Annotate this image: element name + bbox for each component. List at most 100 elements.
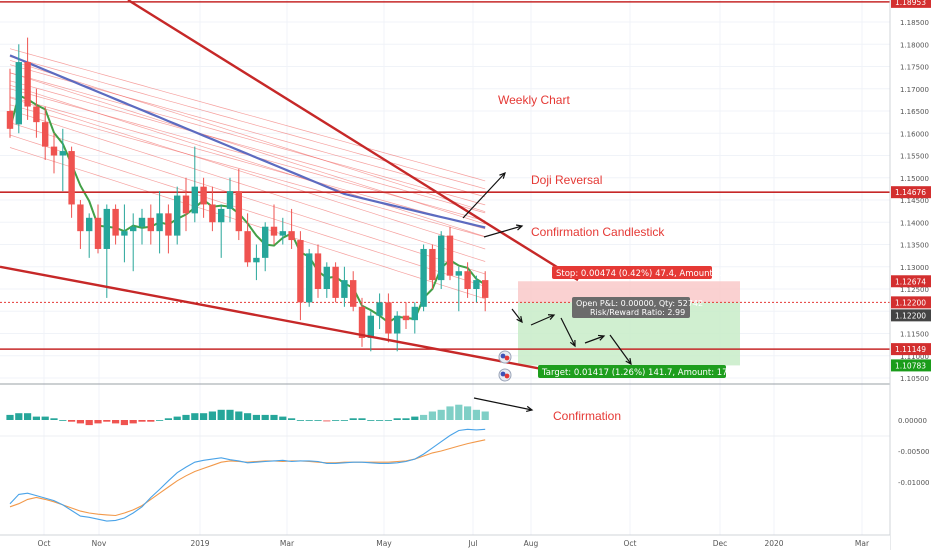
price-tick-label: 1.18000 — [900, 41, 929, 49]
histogram-bar — [138, 420, 146, 422]
annotation-arrow — [473, 397, 533, 411]
histogram-bar — [349, 418, 357, 420]
horizontal-levels — [0, 1, 890, 350]
histogram-bar — [120, 420, 128, 426]
candle-body — [270, 226, 278, 236]
histogram-bar — [340, 420, 348, 421]
candle-body — [279, 231, 286, 236]
histogram-bar — [68, 420, 76, 422]
candle-body — [174, 195, 181, 236]
histogram-bar — [156, 420, 164, 421]
price-tick-label: 1.11500 — [900, 331, 929, 339]
histogram-bar — [41, 416, 49, 420]
time-tick-label: Jul — [467, 539, 477, 548]
time-tick-label: Oct — [38, 539, 51, 548]
histogram-bar — [446, 406, 454, 420]
candle-body — [68, 151, 75, 205]
price-label-text: 1.10783 — [895, 361, 926, 370]
economic-event-icon — [500, 371, 506, 377]
economic-event-icon — [504, 373, 510, 379]
histogram-bar — [481, 411, 489, 420]
arrow-head — [625, 357, 632, 366]
candle-body — [50, 146, 58, 156]
histogram-bar — [85, 420, 93, 426]
histogram-bar — [279, 416, 287, 420]
ribbon-line — [9, 72, 486, 206]
price-label-box — [891, 359, 931, 372]
oscillator-line — [9, 428, 486, 522]
candle-body — [182, 195, 190, 214]
candle-body — [358, 306, 366, 338]
blue-moving-average — [9, 54, 486, 229]
candle-body — [262, 226, 269, 258]
arrow-head — [526, 405, 534, 413]
annotation-arrow — [483, 225, 523, 238]
price-label-box — [891, 275, 931, 288]
oscillator-tick-label: -0.00500 — [898, 448, 929, 456]
position-tool-labels: Stop: 0.00474 (0.42%) 47.4, Amount: 750 … — [538, 266, 752, 378]
histogram-bar — [305, 420, 313, 421]
annotation-arrow — [609, 334, 632, 365]
histogram-bar — [288, 418, 296, 420]
time-axis: Oct Nov 2019 Mar May Jul Aug Oct Dec 2020 Mar — [0, 534, 890, 550]
histogram-bar — [226, 409, 234, 420]
annotation-arrow — [462, 172, 506, 219]
histogram-bar — [173, 416, 181, 420]
price-tick-label: 1.15000 — [900, 175, 929, 183]
candle-body — [420, 248, 427, 307]
annotation-arrow — [584, 335, 605, 344]
time-axis-background — [0, 535, 890, 550]
price-label-text: 1.18953 — [895, 0, 926, 7]
histogram-bar — [323, 420, 331, 422]
candle-body — [103, 208, 110, 249]
candle-body — [438, 235, 445, 281]
ribbon-line — [9, 84, 486, 237]
arrow-head — [547, 314, 556, 320]
candle-body — [473, 280, 480, 290]
time-tick-label: Mar — [855, 539, 870, 548]
histogram-bar — [59, 420, 67, 421]
candle-body — [429, 248, 436, 281]
price-label-text: 1.12200 — [895, 298, 926, 307]
candle-body — [244, 231, 251, 263]
time-tick-label: 2019 — [190, 539, 209, 548]
candle-body — [6, 111, 14, 129]
oscillator-tick-label: 0.00000 — [898, 417, 927, 425]
candle-body — [455, 271, 462, 276]
ribbon-line — [9, 48, 486, 182]
candle-body — [350, 280, 357, 307]
ribbon-line — [9, 109, 486, 262]
ribbon-line — [9, 64, 486, 198]
economic-event-icon — [504, 355, 510, 361]
ribbon-line — [9, 56, 486, 190]
candle-body — [253, 257, 260, 263]
histogram-bar — [191, 413, 199, 420]
candle-body — [138, 217, 146, 227]
confirmation-label: Confirmation — [553, 409, 621, 423]
stop-label-box — [552, 266, 712, 279]
candle-body — [376, 302, 383, 316]
histogram-bar — [411, 416, 419, 420]
price-tick-label: 1.18500 — [900, 19, 929, 27]
histogram-bar — [32, 416, 40, 420]
annotation-arrow — [530, 314, 555, 326]
stop-label: Stop: 0.00474 (0.42%) 47.4, Amount: 750 — [556, 269, 735, 279]
price-label-text: 1.12674 — [895, 277, 926, 286]
histogram-bar — [129, 420, 137, 424]
pnl-label-box — [572, 297, 690, 318]
descending-support-trendline — [0, 265, 579, 377]
histogram-bar — [455, 404, 463, 420]
candle-body — [288, 231, 295, 241]
annotation-arrow — [511, 308, 523, 323]
time-tick-label: Aug — [524, 539, 539, 548]
histogram-bar — [200, 413, 208, 420]
arrow-head — [515, 224, 524, 231]
price-tick-label: 1.16500 — [900, 108, 929, 116]
ribbon-line — [9, 59, 486, 213]
histogram-bar — [376, 420, 384, 421]
candle-body — [33, 106, 40, 123]
histogram-bar — [402, 418, 410, 420]
candle-body — [367, 315, 374, 338]
candle-body — [323, 266, 330, 290]
